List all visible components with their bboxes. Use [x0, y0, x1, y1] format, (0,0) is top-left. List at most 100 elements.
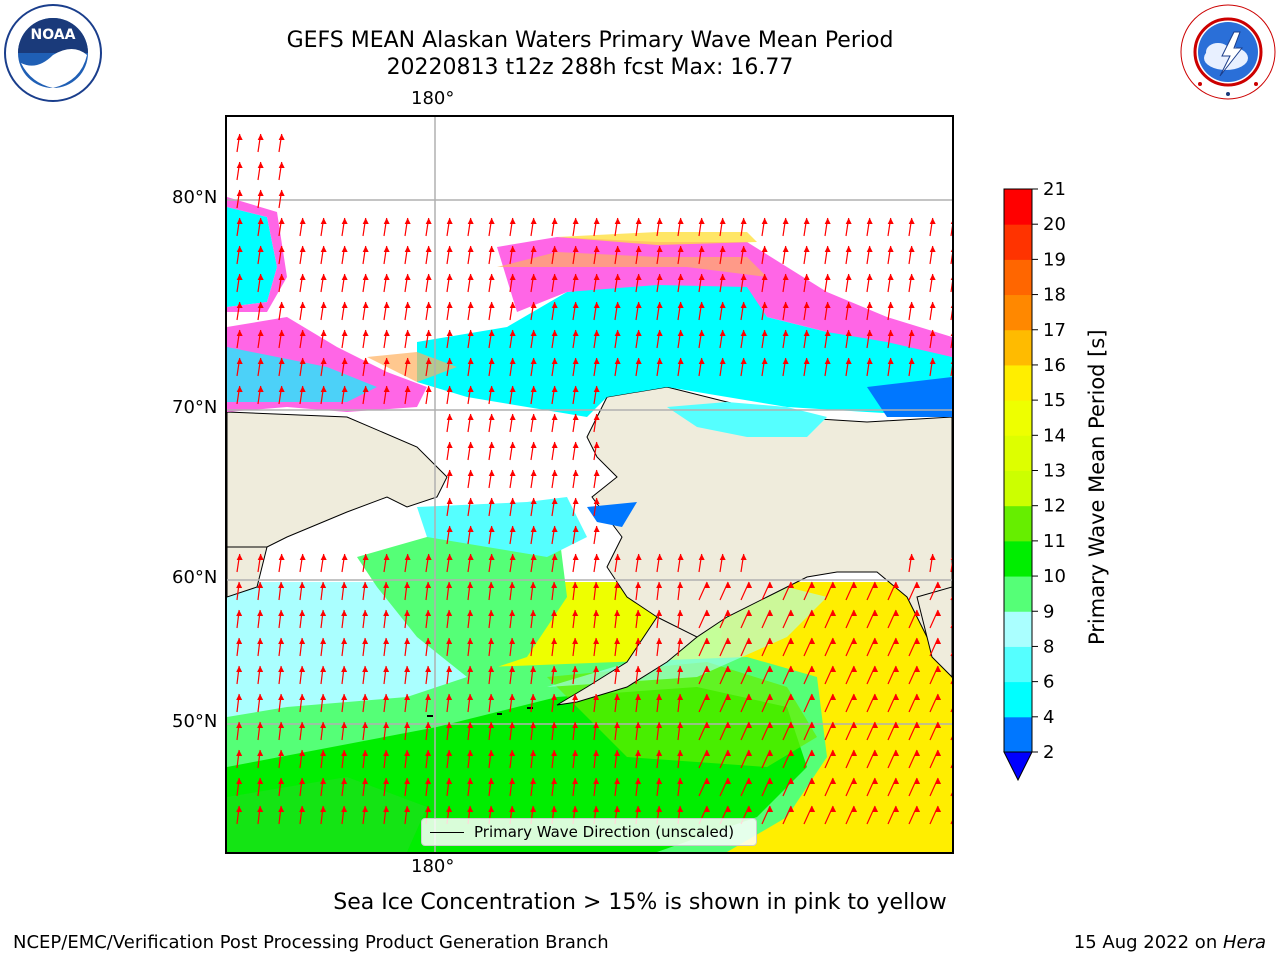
wave-arrow-head — [341, 778, 348, 784]
wave-arrow-head — [425, 386, 432, 392]
wave-arrow-head — [746, 778, 753, 784]
wave-arrow-head — [257, 778, 264, 784]
wave-arrow-head — [704, 582, 711, 588]
wave-arrow-head — [488, 582, 495, 588]
wave-arrow-head — [698, 274, 705, 280]
wave-arrow-head — [404, 694, 411, 700]
wave-arrow-head — [788, 666, 795, 672]
map-panel[interactable] — [225, 115, 954, 854]
footer-date-text: 15 Aug 2022 on — [1073, 932, 1223, 953]
wave-arrow-head — [320, 778, 327, 784]
wave-arrow-head — [446, 470, 453, 476]
wave-arrow-head — [236, 386, 243, 392]
wave-arrow-head — [257, 638, 264, 644]
wave-arrow-head — [677, 358, 684, 364]
wave-arrow-head — [824, 274, 831, 280]
wave-arrow-head — [362, 386, 369, 392]
colorbar-tick-label: 8 — [1043, 636, 1054, 657]
wave-arrow-head — [488, 246, 495, 252]
wave-arrow-head — [704, 610, 711, 616]
wave-arrow-head — [404, 638, 411, 644]
wave-arrow-head — [551, 554, 558, 560]
wave-arrow-head — [320, 638, 327, 644]
wave-arrow-head — [893, 582, 900, 588]
wave-arrow-head — [530, 722, 537, 728]
wave-arrow-head — [425, 778, 432, 784]
wave-arrow-head — [656, 330, 663, 336]
wave-arrow-head — [677, 218, 684, 224]
wave-arrow-head — [914, 750, 921, 756]
wave-arrow-head — [467, 330, 474, 336]
wave-arrow-head — [404, 722, 411, 728]
wave-arrow-head — [257, 722, 264, 728]
wave-arrow-head — [467, 358, 474, 364]
wave-arrow-head — [866, 330, 873, 336]
wave-arrow-head — [509, 806, 516, 812]
wave-arrow-head — [257, 302, 264, 308]
wave-arrow-head — [299, 666, 306, 672]
wave-arrow-head — [467, 442, 474, 448]
wave-arrow-head — [872, 806, 879, 812]
wave-arrow-head — [740, 330, 747, 336]
wave-arrow-head — [257, 806, 264, 812]
wave-arrow-head — [551, 218, 558, 224]
wave-arrow-head — [935, 638, 942, 644]
wave-arrow-head — [404, 610, 411, 616]
wave-arrow-head — [593, 694, 600, 700]
wave-arrow-head — [488, 610, 495, 616]
wave-arrow-head — [908, 274, 915, 280]
wave-arrow-head — [425, 806, 432, 812]
wave-arrow-head — [614, 806, 621, 812]
wave-arrow-head — [404, 750, 411, 756]
wave-arrow-head — [362, 218, 369, 224]
wave-arrow-head — [704, 806, 711, 812]
wave-arrow-head — [278, 806, 285, 812]
wave-arrow-head — [572, 246, 579, 252]
wave-arrow-head — [425, 750, 432, 756]
wave-arrow-head — [809, 582, 816, 588]
wave-arrow-head — [677, 610, 684, 616]
wave-arrow-head — [935, 666, 942, 672]
wave-arrow-head — [320, 386, 327, 392]
wave-arrow-head — [509, 442, 516, 448]
wave-arrow-head — [257, 610, 264, 616]
wave-arrow-head — [509, 498, 516, 504]
wave-arrow-head — [278, 778, 285, 784]
wave-arrow-head — [656, 750, 663, 756]
wave-arrow-head — [236, 134, 243, 140]
wave-arrow-head — [446, 330, 453, 336]
wave-arrow-head — [788, 638, 795, 644]
wave-arrow-head — [530, 274, 537, 280]
wave-arrow-head — [929, 358, 936, 364]
wave-arrow-head — [530, 442, 537, 448]
wave-arrow-head — [866, 358, 873, 364]
wave-arrow-head — [698, 302, 705, 308]
wave-arrow-head — [803, 218, 810, 224]
wave-arrow-head — [929, 330, 936, 336]
wave-arrow-head — [767, 666, 774, 672]
wave-arrow-head — [656, 722, 663, 728]
wave-arrow-head — [935, 694, 942, 700]
wave-arrow-head — [488, 442, 495, 448]
wave-arrow-head — [530, 302, 537, 308]
wave-direction-arrows — [236, 133, 952, 825]
wave-arrow-head — [761, 302, 768, 308]
lon-label-bottom: 180° — [411, 856, 455, 877]
wave-arrow-head — [488, 386, 495, 392]
wave-arrow-head — [950, 557, 952, 560]
wave-arrow-head — [362, 778, 369, 784]
wave-arrow-head — [656, 638, 663, 644]
wave-arrow-head — [572, 750, 579, 756]
wave-arrow-head — [551, 666, 558, 672]
wave-arrow-head — [341, 722, 348, 728]
wave-arrow-head — [893, 666, 900, 672]
wave-arrow-head — [656, 582, 663, 588]
wave-arrow-head — [782, 302, 789, 308]
wave-arrow-head — [572, 386, 579, 392]
wave-arrow-head — [362, 806, 369, 812]
wave-arrow-head — [383, 554, 390, 560]
wave-arrow-head — [614, 246, 621, 252]
wave-arrow-head — [299, 638, 306, 644]
colorbar-bin — [1004, 646, 1032, 683]
wave-arrow-head — [257, 246, 264, 252]
